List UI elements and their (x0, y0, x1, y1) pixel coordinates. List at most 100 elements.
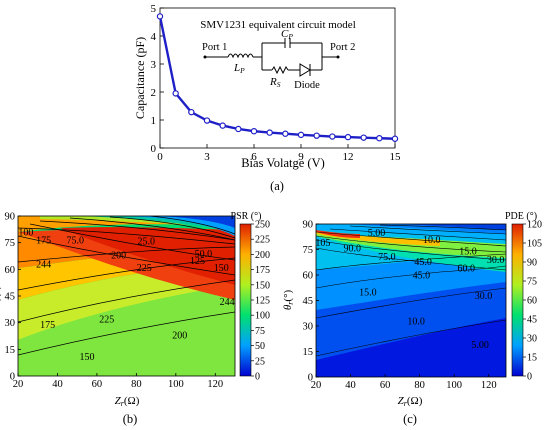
capacitance-point (344, 133, 352, 141)
panel-c-xtick-label: 20 (311, 380, 322, 391)
panel-b-contour-label: 50.0 (195, 249, 213, 260)
panel-c-colorbar-tick-label: 120 (527, 220, 542, 231)
panel-c-contour-label: 5.00 (471, 340, 489, 351)
panel-a-xtick-label: 0 (157, 151, 163, 163)
panel-a-ytick-label: 1 (151, 115, 157, 127)
panel-a-ylabel: Capacitance (pF) (133, 37, 147, 119)
panel-b-colorbar-tick-label: 225 (255, 235, 270, 246)
panel-b-contour-label: 150 (214, 263, 229, 274)
circuit-wires (205, 38, 338, 77)
capacitance-point (282, 130, 289, 137)
panel-b-xtick-label: 120 (207, 379, 223, 390)
panel-a-xtick-label: 6 (251, 151, 257, 163)
panel-c-xtick-label: 120 (481, 380, 497, 391)
panel-b-ytick-label: 0 (10, 372, 15, 383)
circuit-inset: SMV1231 equivalent circuit model Port 1 … (200, 19, 356, 91)
port1-label: Port 1 (202, 42, 227, 53)
panel-a-ytick-label: 4 (151, 31, 157, 43)
panel-a-frame (159, 7, 396, 149)
panel-c-colorbar-tick-label: 0 (527, 372, 532, 383)
panel-a-xtick-label: 9 (298, 151, 304, 163)
panel-b-contour-label: 200 (172, 331, 187, 342)
panel-c-contour-label: 60.0 (458, 264, 476, 275)
panel-a-ytick-label: 0 (151, 143, 157, 155)
port1-node (203, 55, 207, 59)
panel-c-colorbar-tick-label: 30 (527, 334, 537, 345)
panel-b-colorbar-tick-label: 25 (255, 356, 265, 367)
panel-c-ytick-label: 90 (303, 220, 314, 231)
panel-c-ytick-label: 60 (303, 271, 314, 282)
panel-b-xtick-label: 40 (52, 379, 63, 390)
panel-c-ytick-label: 0 (308, 373, 313, 384)
pde-colorbar (511, 223, 524, 377)
panel-b-colorbar-tick-label: 100 (255, 311, 270, 322)
rs-label: RS (269, 76, 281, 89)
inset-title: SMV1231 equivalent circuit model (200, 19, 356, 31)
panel-c-xtick-label: 40 (345, 380, 356, 391)
panel-c-contour-label: 75.0 (378, 252, 396, 263)
panel-a-xlabel: Bias Volatge (V) (241, 156, 325, 170)
panel-c-contour-label: 15.0 (459, 247, 477, 258)
panel-a-ytick-label: 3 (151, 59, 157, 71)
panel-b-colorbar-tick-label: 175 (255, 265, 270, 276)
panel-c-colorbar-tick-label: 105 (527, 239, 542, 250)
panel-b-contour-label: 100 (18, 228, 33, 239)
panel-c-axes: 20 40 60 80 100 120 0 15 30 45 60 75 90 (303, 220, 497, 392)
panel-b-colorbar-tick-label: 0 (255, 372, 260, 383)
capacitance-point (297, 131, 305, 139)
panel-b-contour-label: 75.0 (66, 236, 84, 247)
panel-c-ytick-label: 45 (303, 296, 314, 307)
capacitance-point (219, 122, 226, 129)
panel-b-ytick-label: 30 (5, 318, 16, 329)
panel-b-ytick-label: 60 (5, 265, 16, 276)
psr-colorbar-title: PSR (°) (231, 211, 262, 222)
panel-b-colorbar-tick-label: 125 (255, 296, 270, 307)
panel-b-colorbar-tick-label: 250 (255, 220, 270, 231)
capacitance-point (250, 127, 258, 135)
panel-b-xtick-label: 20 (13, 379, 24, 390)
panel-c-colorbar-tick-label: 45 (527, 315, 537, 326)
panel-c-colorbar-tick-label: 90 (527, 258, 537, 269)
port2-node (336, 55, 340, 59)
panel-c-colorbar-tick-label: 15 (527, 353, 537, 364)
panel-c-contour-label: 5.00 (368, 228, 386, 239)
panel-c-colorbar-tick-label: 60 (527, 296, 537, 307)
panel-b-contour-label: 200 (111, 251, 126, 262)
panel-c-contour-label: 90.0 (344, 243, 362, 254)
panel-c-ytick-label: 75 (303, 245, 314, 256)
panel-b-contour-label: 150 (80, 352, 95, 363)
panel-c-xtick-label: 60 (380, 380, 391, 391)
diode-label: Diode (294, 80, 320, 91)
capacitance-point (313, 132, 320, 139)
pde-heatmap (316, 224, 506, 377)
panel-a-ytick-label: 5 (151, 3, 157, 15)
capacitance-point (235, 125, 242, 133)
panel-c-contour-label: 15.0 (359, 288, 377, 299)
panel-b-xtick-label: 80 (131, 379, 142, 390)
panel-a-label: (a) (270, 179, 284, 193)
panel-b-ytick-label: 45 (5, 292, 16, 303)
panel-c-contour-label: 30.0 (487, 255, 505, 266)
panel-c-contour-label: 45.0 (414, 257, 432, 268)
capacitance-series-line (158, 16, 396, 140)
panel-c-contour-labels: 105 5.00 10.0 15.0 30.0 90.0 75.0 45.0 60.0 45.0 3… (315, 228, 504, 351)
lp-label: LP (233, 62, 245, 75)
panel-b-xtick-label: 100 (168, 379, 184, 390)
panel-b-contour-label: 175 (36, 236, 51, 247)
panel-b-colorbar-tick-label: 150 (255, 280, 270, 291)
panel-c-contour-label: 10.0 (423, 235, 441, 246)
psr-colorbar (239, 223, 252, 377)
panel-b-xlabel: Zr(Ω) (115, 395, 140, 408)
capacitance-point (376, 134, 383, 142)
capacitance-point (203, 117, 211, 124)
panel-c-ytick-label: 30 (303, 322, 314, 333)
panel-c-contour-label: 45.0 (413, 271, 431, 282)
panel-b-ytick-label: 75 (5, 238, 16, 249)
panel-c-contour-label: 105 (315, 238, 330, 249)
panel-a-ytick-label: 2 (151, 87, 157, 99)
